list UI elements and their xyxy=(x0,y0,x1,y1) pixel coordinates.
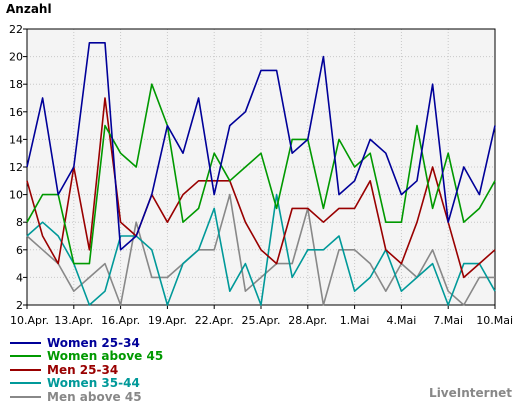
x-tick-label: 4.Mai xyxy=(387,314,417,327)
legend-label: Men 25-34 xyxy=(47,362,119,377)
x-tick-label: 28.Apr. xyxy=(288,314,327,327)
legend-swatch xyxy=(10,382,41,385)
legend-label: Women 35-44 xyxy=(47,376,140,391)
y-tick-label: 18 xyxy=(9,78,23,91)
legend-item: Men above 45 xyxy=(10,390,163,404)
x-tick-label: 19.Apr. xyxy=(148,314,187,327)
y-tick-label: 2 xyxy=(16,299,23,312)
x-tick-label: 10.Apr. xyxy=(10,314,49,327)
legend-label: Women 25-34 xyxy=(47,335,140,350)
legend-swatch xyxy=(10,368,41,371)
y-axis-label: Anzahl xyxy=(6,2,52,16)
x-tick-label: 22.Apr. xyxy=(195,314,234,327)
watermark-text: LiveInternet xyxy=(429,386,512,400)
series-line xyxy=(26,193,496,306)
x-tick-label: 7.Mai xyxy=(433,314,463,327)
legend-label: Men above 45 xyxy=(47,389,142,404)
series-line xyxy=(26,41,496,251)
y-tick-label: 4 xyxy=(16,271,23,284)
x-tick-label: 16.Apr. xyxy=(101,314,140,327)
series-line xyxy=(26,83,496,265)
y-tick-label: 20 xyxy=(9,51,23,64)
y-tick-label: 6 xyxy=(16,244,23,257)
series-line xyxy=(26,97,496,279)
legend-item: Men 25-34 xyxy=(10,363,163,377)
y-tick-label: 14 xyxy=(9,133,23,146)
legend-label: Women above 45 xyxy=(47,349,164,364)
legend-item: Women 25-34 xyxy=(10,336,163,350)
x-tick-label: 25.Apr. xyxy=(241,314,280,327)
y-tick-label: 8 xyxy=(16,216,23,229)
y-tick-label: 10 xyxy=(9,189,23,202)
legend: Women 25-34 Women above 45 Men 25-34 Women … xyxy=(10,336,163,404)
x-tick-label: 10.Mai xyxy=(476,314,513,327)
y-tick-label: 12 xyxy=(9,161,23,174)
y-tick-label: 22 xyxy=(9,23,23,36)
x-tick-label: 13.Apr. xyxy=(54,314,93,327)
legend-item: Women 35-44 xyxy=(10,376,163,391)
x-tick-label: 1.Mai xyxy=(340,314,370,327)
legend-swatch xyxy=(10,355,41,358)
legend-item: Women above 45 xyxy=(10,349,164,364)
legend-swatch xyxy=(10,395,41,398)
y-tick-label: 16 xyxy=(9,106,23,119)
legend-swatch xyxy=(10,341,41,344)
